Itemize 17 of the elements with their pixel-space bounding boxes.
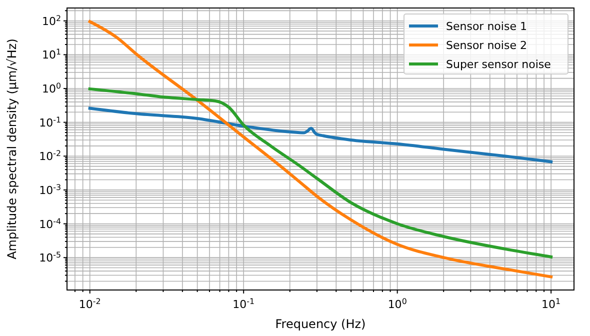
y-tick-label: 10$^{-4}$ [39, 216, 61, 231]
x-axis-title: Frequency (Hz) [275, 317, 366, 331]
y-tick-label: 10$^{-3}$ [39, 182, 61, 197]
x-tick-label: 10$^{-2}$ [78, 296, 101, 311]
y-tick-label: 10$^{-5}$ [39, 250, 61, 265]
x-tick-label: 10$^{1}$ [542, 296, 561, 311]
y-tick-label: 10$^{2}$ [42, 13, 61, 28]
y-tick-label: 10$^{0}$ [42, 80, 61, 96]
legend-label: Super sensor noise [446, 58, 552, 71]
y-axis-title: Amplitude spectral density (μm/√Hz) [5, 38, 19, 260]
y-tick-label: 10$^{-1}$ [39, 114, 61, 130]
y-tick-label: 10$^{1}$ [42, 47, 61, 62]
legend-label: Sensor noise 2 [446, 39, 527, 52]
x-tick-label: 10$^{0}$ [388, 296, 407, 311]
x-tick-label: 10$^{-1}$ [232, 296, 255, 311]
y-tick-label: 10$^{-2}$ [39, 148, 61, 164]
legend-label: Sensor noise 1 [446, 20, 527, 33]
